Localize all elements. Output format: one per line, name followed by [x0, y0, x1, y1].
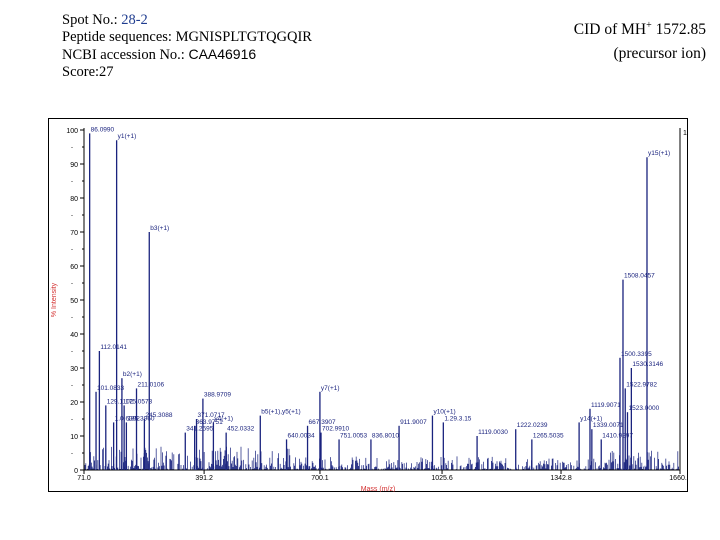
accession-value: CAA46916	[188, 46, 257, 62]
y-minor-tick-label: -	[71, 247, 73, 253]
y-minor-tick-label: -	[71, 179, 73, 185]
peak-label: y14(+1)	[580, 415, 602, 422]
peak-label: y15(+1)	[648, 150, 670, 157]
peak-label: 185.3960	[127, 415, 154, 422]
accession-line: NCBI accession No.: CAA46916	[62, 46, 312, 64]
precursor-line: (precursor ion)	[613, 45, 706, 62]
peak-label: 1265.5035	[533, 432, 564, 439]
peak-label: 452.0332	[227, 426, 254, 433]
y-minor-tick-label: -	[71, 145, 73, 151]
peak-label: y7(+1)	[321, 385, 340, 392]
peak-label: y10(+1)	[433, 409, 455, 416]
y-minor-tick-label: -	[71, 383, 73, 389]
peak-label: 836.8010	[372, 432, 399, 439]
cid-line: CID of MH+ 1572.85	[574, 14, 706, 42]
y-tick-label: 0	[74, 468, 78, 475]
y-minor-tick-label: -	[71, 349, 73, 355]
axes	[80, 128, 681, 474]
cid-prefix: CID of MH	[573, 21, 647, 38]
x-tick-label: 1660.0	[669, 475, 688, 482]
x-tick-label: 391.2	[195, 475, 213, 482]
score-label: Score:	[62, 64, 100, 80]
peak-label: 1508.0457	[624, 273, 655, 280]
peak-label: 363.9751	[196, 419, 223, 426]
peak-label: 1119.0030	[478, 429, 508, 436]
peak-label: 245.3088	[145, 412, 172, 419]
chart-frame	[48, 118, 688, 492]
y-tick-label: 10	[70, 434, 78, 441]
y-tick-label: 20	[70, 400, 78, 407]
ms-spectrum-chart: 86.0990 101.0833 112.0141 129.1102 1.0.6392 y…	[51, 126, 688, 492]
spot-line: Spot No.: 28-2	[62, 12, 312, 29]
peptide-label: Peptide sequences:	[62, 29, 176, 45]
peak-label: 1.0.6392	[115, 415, 141, 422]
y-tick-label: 40	[70, 332, 78, 339]
peak-label: b2(+1)	[123, 371, 142, 378]
y-tick-label: 30	[70, 366, 78, 373]
peak-label: 112.0141	[100, 344, 127, 351]
cid-info: CID of MH+ 1572.85 (precursor ion)	[574, 14, 706, 66]
tick-labels: 0 - 10 - 20 - 30 - 40 - 50 - 60 - 70 - 80 - 90 - 100 71.0 391.…	[51, 128, 688, 492]
peak-label: y4(+1)	[214, 415, 233, 422]
y-tick-label: 90	[70, 162, 78, 169]
peak-label: 211.0106	[138, 381, 165, 388]
y-minor-tick-label: -	[71, 281, 73, 287]
y-axis-title: % Intensity	[51, 282, 58, 317]
cid-sup: +	[646, 20, 652, 31]
peak-label: 667.3907	[309, 419, 336, 426]
peak-label: 702.9910	[322, 426, 349, 433]
peptide-line: Peptide sequences: MGNISPLTGTQGQIR	[62, 29, 312, 46]
peak-label: 86.0990	[91, 126, 115, 133]
accession-label: NCBI accession No.:	[62, 47, 189, 63]
peak-label: 911.9007	[400, 419, 427, 426]
peak-label: 640.0034	[288, 432, 315, 439]
peak-label: 371.0717	[198, 412, 225, 419]
peak-label: 129.1102	[107, 398, 134, 405]
peak-label: 341.2595	[186, 426, 213, 433]
spot-label: Spot No.:	[62, 12, 122, 28]
cid-value: 1572.85	[651, 21, 706, 38]
peaks	[89, 133, 648, 470]
x-tick-label: 1025.6	[431, 475, 453, 482]
x-axis-title: Mass (m/z)	[361, 486, 396, 492]
peak-labels: 86.0990 101.0833 112.0141 129.1102 1.0.6392 y…	[91, 126, 671, 439]
peak-label: b3(+1)	[150, 225, 169, 232]
peak-label: 1339.0071	[593, 422, 624, 429]
y-minor-tick-label: -	[71, 213, 73, 219]
peak-label: 388.9709	[204, 392, 231, 399]
peak-label: 1500.3395	[621, 351, 652, 358]
spot-info: Spot No.: 28-2 Peptide sequences: MGNISP…	[62, 12, 312, 81]
y-tick-label: 70	[70, 230, 78, 237]
score-line: Score:27	[62, 64, 312, 81]
y-minor-tick-label: -	[71, 417, 73, 423]
peak-label: b5(+1),y5(+1)	[261, 409, 300, 416]
right-axis-label: 144.4	[683, 130, 688, 137]
peak-label: 1523.0000	[628, 405, 659, 412]
y-tick-label: 80	[70, 196, 78, 203]
x-tick-label: 71.0	[77, 475, 91, 482]
peak-label: 1119.9071	[591, 402, 621, 409]
peak-label: 1522.9782	[626, 381, 657, 388]
score-value: 27	[99, 64, 114, 80]
y-minor-tick-label: -	[71, 315, 73, 321]
spot-value: 28-2	[121, 12, 148, 28]
y-tick-label: 100	[66, 128, 78, 135]
peak-label: 175.0573	[125, 398, 152, 405]
y-tick-label: 60	[70, 264, 78, 271]
peptide-value: MGNISPLTGTQGQIR	[175, 29, 312, 45]
peak-label: 1530.3146	[632, 361, 663, 368]
peak-label: 1.29.3.15	[444, 415, 471, 422]
y-minor-tick-label: -	[71, 451, 73, 457]
x-tick-label: 700.1	[311, 475, 329, 482]
peak-label: 751.0053	[340, 432, 367, 439]
y-tick-label: 50	[70, 298, 78, 305]
peak-label: 1222.0239	[517, 422, 548, 429]
peak-label: 1410.9297	[602, 432, 633, 439]
peak-label: 101.0833	[97, 385, 124, 392]
peak-label: y1(+1)	[118, 133, 137, 140]
x-tick-label: 1342.8	[550, 475, 572, 482]
